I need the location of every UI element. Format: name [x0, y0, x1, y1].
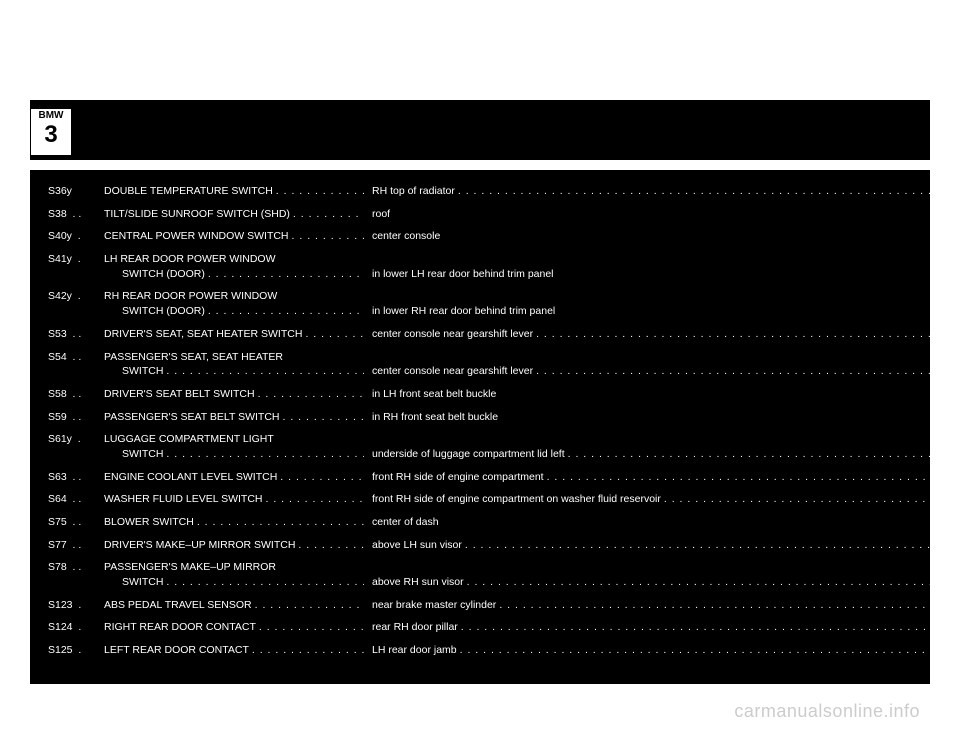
table-row: S75 . .BLOWER SWITCH. . . . . . . . . . … — [48, 515, 912, 530]
component-code: S63 . . — [48, 470, 104, 485]
component-location: above RH sun visor. . . . . . . . . . . … — [364, 560, 960, 589]
component-code: S58 . . — [48, 387, 104, 402]
component-name: LH REAR DOOR POWER WINDOWSWITCH (DOOR). … — [104, 252, 364, 281]
component-location: in lower LH rear door behind trim panel — [364, 252, 862, 281]
component-code: S36y — [48, 184, 104, 199]
component-name: LEFT REAR DOOR CONTACT. . . . . . . . . … — [104, 643, 364, 658]
component-code: S38 . . — [48, 207, 104, 222]
component-name: LUGGAGE COMPARTMENT LIGHTSWITCH. . . . .… — [104, 432, 364, 461]
component-location: underside of luggage compartment lid lef… — [364, 432, 960, 461]
component-location: in RH front seat belt buckle — [364, 410, 862, 425]
table-row: S54 . .PASSENGER'S SEAT, SEAT HEATERSWIT… — [48, 350, 912, 379]
table-row: S125 .LEFT REAR DOOR CONTACT. . . . . . … — [48, 643, 912, 658]
component-code: S77 . . — [48, 538, 104, 553]
component-name: PASSENGER'S SEAT BELT SWITCH. . . . . . … — [104, 410, 364, 425]
component-code: S41y . — [48, 252, 104, 267]
table-row: S61y .LUGGAGE COMPARTMENT LIGHTSWITCH. .… — [48, 432, 912, 461]
component-code: S59 . . — [48, 410, 104, 425]
component-name: TILT/SLIDE SUNROOF SWITCH (SHD). . . . .… — [104, 207, 364, 222]
component-location: roof — [364, 207, 862, 222]
component-code: S61y . — [48, 432, 104, 447]
component-location: center console — [364, 229, 862, 244]
component-location: front RH side of engine compartment. . .… — [364, 470, 960, 485]
component-location: center of dash — [364, 515, 862, 530]
component-location: in LH front seat belt buckle — [364, 387, 862, 402]
component-code: S64 . . — [48, 492, 104, 507]
component-location: rear RH door pillar. . . . . . . . . . .… — [364, 620, 960, 635]
component-location: center console near gearshift lever. . .… — [364, 327, 960, 342]
component-code: S40y . — [48, 229, 104, 244]
component-name: RIGHT REAR DOOR CONTACT. . . . . . . . .… — [104, 620, 364, 635]
component-location: in lower RH rear door behind trim panel — [364, 289, 862, 318]
bmw-badge: BMW 3 — [30, 108, 72, 156]
component-location: front RH side of engine compartment on w… — [364, 492, 960, 507]
table-row: S63 . .ENGINE COOLANT LEVEL SWITCH. . . … — [48, 470, 912, 485]
component-name: BLOWER SWITCH. . . . . . . . . . . . . .… — [104, 515, 364, 530]
component-code: S124 . — [48, 620, 104, 635]
table-row: S64 . .WASHER FLUID LEVEL SWITCH. . . . … — [48, 492, 912, 507]
table-row: S59 . .PASSENGER'S SEAT BELT SWITCH. . .… — [48, 410, 912, 425]
component-name: DRIVER'S SEAT, SEAT HEATER SWITCH. . . .… — [104, 327, 364, 342]
table-row: S123 .ABS PEDAL TRAVEL SENSOR. . . . . .… — [48, 598, 912, 613]
watermark: carmanualsonline.info — [734, 701, 920, 722]
table-row: S53 . .DRIVER'S SEAT, SEAT HEATER SWITCH… — [48, 327, 912, 342]
component-name: DOUBLE TEMPERATURE SWITCH. . . . . . . .… — [104, 184, 364, 199]
header-black-bar — [30, 100, 930, 160]
badge-model: 3 — [31, 123, 71, 147]
table-row: S41y .LH REAR DOOR POWER WINDOWSWITCH (D… — [48, 252, 912, 281]
table-row: S40y .CENTRAL POWER WINDOW SWITCH. . . .… — [48, 229, 912, 244]
component-location: center console near gearshift lever. . .… — [364, 350, 960, 379]
page-reference — [862, 252, 912, 267]
table-row: S77 . .DRIVER'S MAKE–UP MIRROR SWITCH. .… — [48, 538, 912, 553]
component-name: DRIVER'S SEAT BELT SWITCH. . . . . . . .… — [104, 387, 364, 402]
component-code: S123 . — [48, 598, 104, 613]
component-code: S78 . . — [48, 560, 104, 575]
component-table: S36yDOUBLE TEMPERATURE SWITCH. . . . . .… — [30, 170, 930, 684]
component-code: S54 . . — [48, 350, 104, 365]
component-name: WASHER FLUID LEVEL SWITCH. . . . . . . .… — [104, 492, 364, 507]
table-row: S58 . .DRIVER'S SEAT BELT SWITCH. . . . … — [48, 387, 912, 402]
component-name: CENTRAL POWER WINDOW SWITCH. . . . . . .… — [104, 229, 364, 244]
component-name: ENGINE COOLANT LEVEL SWITCH. . . . . . .… — [104, 470, 364, 485]
component-name: DRIVER'S MAKE–UP MIRROR SWITCH. . . . . … — [104, 538, 364, 553]
component-location: near brake master cylinder. . . . . . . … — [364, 598, 960, 613]
component-code: S75 . . — [48, 515, 104, 530]
component-name: PASSENGER'S MAKE–UP MIRRORSWITCH. . . . … — [104, 560, 364, 589]
component-code: S42y . — [48, 289, 104, 304]
component-location: LH rear door jamb. . . . . . . . . . . .… — [364, 643, 960, 658]
component-location: above LH sun visor. . . . . . . . . . . … — [364, 538, 960, 553]
component-name: RH REAR DOOR POWER WINDOWSWITCH (DOOR). … — [104, 289, 364, 318]
table-row: S38 . .TILT/SLIDE SUNROOF SWITCH (SHD). … — [48, 207, 912, 222]
badge-brand: BMW — [31, 111, 71, 121]
table-row: S124 .RIGHT REAR DOOR CONTACT. . . . . .… — [48, 620, 912, 635]
page-reference — [862, 289, 912, 304]
component-name: ABS PEDAL TRAVEL SENSOR. . . . . . . . .… — [104, 598, 364, 613]
table-row: S42y .RH REAR DOOR POWER WINDOWSWITCH (D… — [48, 289, 912, 318]
component-code: S53 . . — [48, 327, 104, 342]
component-location: RH top of radiator. . . . . . . . . . . … — [364, 184, 960, 199]
component-code: S125 . — [48, 643, 104, 658]
table-row: S78 . .PASSENGER'S MAKE–UP MIRRORSWITCH.… — [48, 560, 912, 589]
table-row: S36yDOUBLE TEMPERATURE SWITCH. . . . . .… — [48, 184, 912, 199]
component-name: PASSENGER'S SEAT, SEAT HEATERSWITCH. . .… — [104, 350, 364, 379]
